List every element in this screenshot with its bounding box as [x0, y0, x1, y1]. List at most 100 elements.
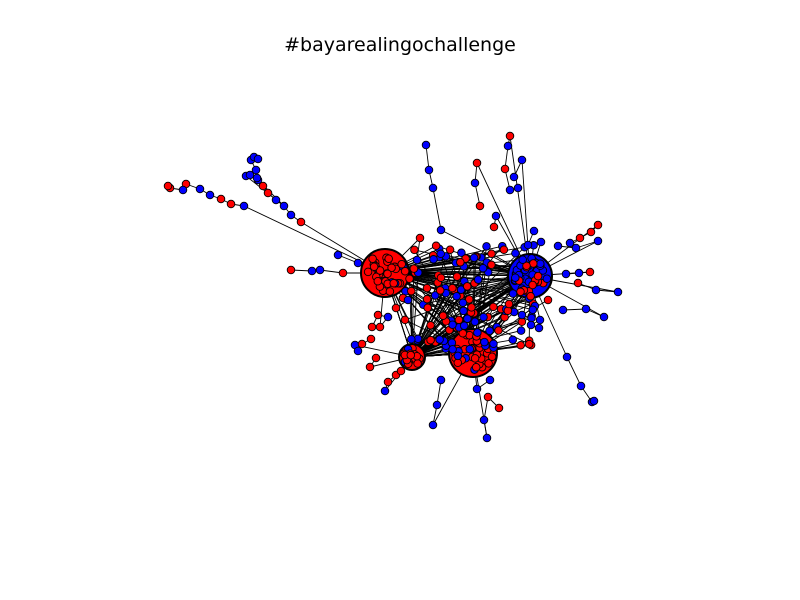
graph-node-blue	[412, 255, 422, 265]
graph-node-red	[396, 366, 406, 376]
graph-node-blue	[383, 312, 393, 322]
graph-node-blue	[513, 183, 523, 193]
graph-node-blue	[599, 312, 609, 322]
graph-node-blue	[239, 201, 249, 211]
graph-node-red	[368, 254, 377, 264]
graph-node-red	[286, 265, 296, 275]
graph-node-red	[484, 359, 493, 368]
graph-node-blue	[452, 291, 461, 301]
graph-node-blue	[480, 337, 489, 347]
graph-node-blue	[253, 154, 263, 164]
graph-node-red	[385, 287, 395, 296]
graph-node-red	[487, 260, 496, 270]
graph-node-red	[456, 257, 465, 267]
graph-node-red	[585, 267, 595, 277]
graph-node-blue	[503, 141, 513, 151]
graph-node-blue	[518, 255, 527, 264]
graph-node-red	[367, 322, 377, 332]
graph-node-red	[489, 222, 499, 232]
graph-node-red	[475, 201, 485, 211]
graph-node-blue	[508, 335, 518, 345]
graph-node-red	[448, 283, 457, 293]
graph-node-red	[487, 352, 497, 361]
graph-node-blue	[561, 269, 571, 279]
graph-node-red	[494, 326, 503, 335]
graph-node-blue	[459, 306, 468, 316]
graph-node-blue	[529, 226, 539, 236]
graph-node-blue	[517, 310, 527, 320]
graph-node-red	[375, 266, 385, 275]
graph-node-red	[407, 286, 416, 296]
graph-node-red	[365, 362, 375, 372]
graph-node-red	[422, 283, 432, 293]
graph-node-red	[258, 181, 268, 191]
graph-node-blue	[478, 263, 488, 273]
graph-node-red	[397, 259, 406, 269]
graph-node-blue	[473, 275, 483, 284]
graph-node-red	[499, 245, 509, 254]
graph-node-blue	[436, 375, 446, 385]
graph-node-blue	[315, 265, 325, 275]
graph-node-red	[383, 269, 392, 279]
graph-node-blue	[448, 345, 457, 354]
graph-node-blue	[581, 304, 591, 314]
graph-node-red	[573, 278, 583, 288]
graph-node-blue	[428, 183, 438, 193]
chart-title: #bayarealingochallenge	[284, 34, 516, 56]
graph-node-red	[263, 188, 273, 198]
graph-node-blue	[271, 195, 281, 205]
graph-node-blue	[465, 344, 475, 354]
graph-node-blue	[536, 259, 545, 268]
graph-node-blue	[535, 315, 545, 325]
graph-node-red	[504, 299, 514, 309]
graph-node-blue	[205, 190, 215, 200]
graph-node-red	[373, 310, 383, 320]
graph-node-blue	[279, 201, 289, 211]
graph-node-blue	[252, 173, 262, 183]
graph-node-red	[296, 217, 306, 227]
graph-node-red	[383, 377, 393, 387]
graph-node-red	[528, 280, 537, 290]
graph-node-red	[366, 334, 376, 344]
graph-edge	[432, 187, 442, 231]
graph-node-red	[445, 245, 455, 254]
graph-node-red	[435, 286, 445, 295]
graph-node-blue	[407, 335, 416, 344]
graph-node-blue	[485, 326, 494, 336]
graph-node-red	[369, 262, 379, 271]
graph-node-blue	[516, 326, 526, 335]
graph-node-blue	[528, 305, 538, 315]
graph-node-red	[533, 271, 543, 281]
graph-node-blue	[435, 335, 444, 344]
graph-node-blue	[380, 386, 390, 396]
graph-node-blue	[536, 237, 546, 247]
graph-node-blue	[485, 375, 495, 385]
graph-node-blue	[511, 249, 520, 258]
graph-node-red	[423, 303, 432, 313]
graph-edge	[509, 135, 531, 277]
graph-node-blue	[458, 298, 468, 308]
graph-node-red	[426, 335, 435, 345]
graph-node-blue	[491, 211, 501, 221]
graph-node-red	[452, 272, 462, 281]
graph-node-red	[363, 267, 373, 277]
graph-node-blue	[472, 384, 482, 394]
graph-node-blue	[489, 339, 498, 349]
node-layer	[163, 131, 623, 443]
graph-node-blue	[482, 433, 492, 443]
graph-node-blue	[245, 170, 255, 180]
graph-node-red	[586, 227, 596, 237]
graph-node-blue	[463, 314, 472, 323]
graph-node-red	[400, 315, 410, 325]
graph-node-red	[163, 181, 173, 191]
graph-node-red	[410, 245, 419, 255]
graph-node-red	[516, 340, 525, 350]
graph-node-blue	[428, 420, 438, 430]
graph-node-red	[338, 268, 348, 278]
graph-node-red	[462, 282, 472, 291]
graph-node-red	[494, 403, 504, 413]
graph-node-blue	[403, 295, 413, 305]
graph-node-blue	[457, 248, 466, 258]
graph-node-red	[406, 350, 416, 360]
